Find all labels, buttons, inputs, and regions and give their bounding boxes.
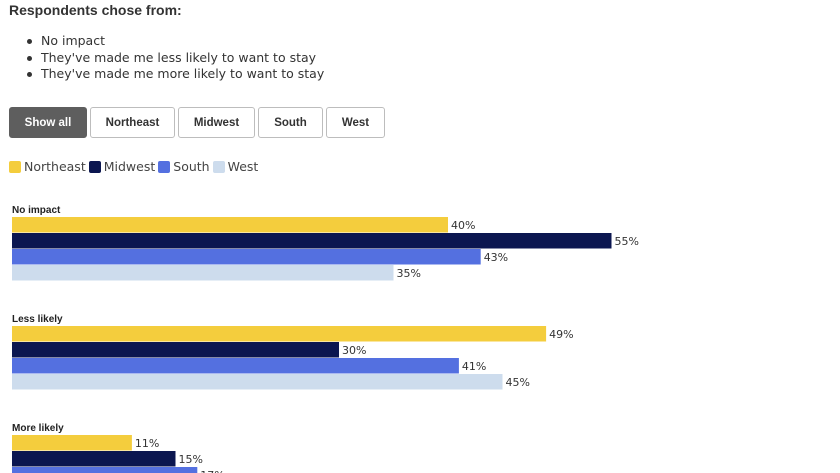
bar-more-likely-south: [12, 467, 198, 473]
value-label-less-likely-west: 45%: [506, 376, 530, 389]
group-label-less-likely: Less likely: [12, 314, 63, 325]
west-button[interactable]: West: [326, 107, 385, 138]
bar-no-impact-west: [12, 265, 394, 281]
legend-swatch: [158, 160, 171, 173]
bar-no-impact-northeast: [12, 217, 448, 233]
value-label-more-likely-northeast: 11%: [135, 437, 159, 450]
bar-no-impact-south: [12, 249, 481, 265]
choices-list: No impact They've made me less likely to…: [24, 33, 324, 83]
bar-less-likely-northeast: [12, 326, 547, 342]
bar-chart: No impact 40% 55% 43% 35% Less likely 49% 30% 41…: [12, 205, 639, 473]
region-filter: Show all Northeast Midwest South West: [9, 107, 385, 138]
value-label-no-impact-northeast: 40%: [451, 219, 475, 232]
show-all-button[interactable]: Show all: [9, 107, 87, 138]
value-label-less-likely-northeast: 49%: [549, 328, 573, 341]
group-label-more-likely: More likely: [12, 423, 64, 434]
list-item: No impact: [24, 33, 324, 50]
legend-item-west: West: [212, 159, 259, 174]
legend-label: West: [227, 159, 259, 174]
midwest-button[interactable]: Midwest: [178, 107, 255, 138]
list-item: They've made me more likely to want to s…: [24, 66, 324, 83]
bar-less-likely-west: [12, 374, 503, 390]
legend-label: Northeast: [24, 159, 86, 174]
value-label-less-likely-south: 41%: [462, 360, 486, 373]
value-label-no-impact-west: 35%: [397, 267, 421, 280]
legend-label: Midwest: [103, 159, 156, 174]
chart-legend: Northeast Midwest South West: [9, 159, 261, 174]
value-label-no-impact-midwest: 55%: [615, 235, 639, 248]
legend-label: South: [173, 159, 210, 174]
northeast-button[interactable]: Northeast: [90, 107, 175, 138]
value-label-more-likely-midwest: 15%: [179, 453, 203, 466]
value-label-no-impact-south: 43%: [484, 251, 508, 264]
bar-less-likely-midwest: [12, 342, 339, 358]
legend-swatch: [9, 160, 21, 173]
section-heading: Respondents chose from:: [9, 2, 182, 18]
value-label-more-likely-south: 17%: [200, 469, 224, 473]
legend-item-northeast: Northeast: [9, 159, 86, 174]
value-label-less-likely-midwest: 30%: [342, 344, 366, 357]
bar-more-likely-northeast: [12, 435, 132, 451]
list-item: They've made me less likely to want to s…: [24, 50, 324, 67]
bar-no-impact-midwest: [12, 233, 612, 249]
bar-less-likely-south: [12, 358, 459, 374]
legend-item-midwest: Midwest: [88, 159, 156, 174]
legend-swatch: [88, 160, 101, 173]
legend-item-south: South: [158, 159, 210, 174]
south-button[interactable]: South: [258, 107, 323, 138]
bar-more-likely-midwest: [12, 451, 176, 467]
legend-swatch: [212, 160, 225, 173]
group-label-no-impact: No impact: [12, 205, 61, 216]
